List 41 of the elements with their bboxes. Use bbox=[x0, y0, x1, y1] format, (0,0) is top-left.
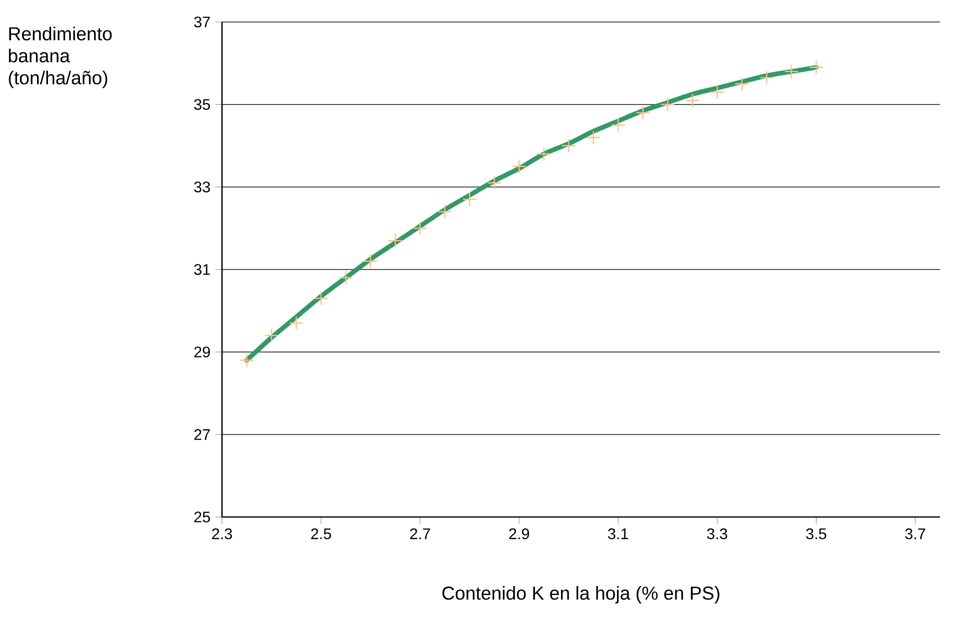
point bbox=[239, 352, 254, 368]
x-tick-label: 3.5 bbox=[806, 528, 826, 540]
point bbox=[487, 176, 502, 190]
y-tick-label: 37 bbox=[194, 16, 210, 28]
point bbox=[438, 204, 452, 220]
point bbox=[264, 328, 279, 343]
point bbox=[561, 138, 576, 154]
point bbox=[685, 93, 700, 108]
x-axis-title: Contenido K en la hoja (% en PS) bbox=[442, 586, 720, 604]
point bbox=[759, 70, 774, 85]
point bbox=[512, 159, 526, 174]
y-tick-label: 25 bbox=[194, 512, 210, 522]
point bbox=[462, 192, 477, 207]
point bbox=[734, 76, 750, 92]
x-tick-label: 3.1 bbox=[608, 528, 628, 540]
x-tick-label: 3.3 bbox=[707, 528, 728, 540]
point bbox=[610, 118, 626, 132]
point bbox=[388, 233, 403, 248]
x-tick-label: 2.9 bbox=[509, 528, 530, 540]
y-tick-label: 29 bbox=[194, 346, 210, 358]
point bbox=[710, 84, 724, 100]
point bbox=[784, 64, 799, 79]
point bbox=[314, 291, 328, 306]
y-tick-label: 35 bbox=[194, 99, 210, 110]
x-tick-label: 2.3 bbox=[212, 528, 232, 540]
point bbox=[660, 97, 675, 112]
point bbox=[536, 146, 552, 162]
point bbox=[338, 270, 354, 286]
y-axis-title: Rendimiento banana (ton/ha/año) bbox=[8, 26, 112, 88]
y-tick-label: 33 bbox=[194, 182, 210, 192]
x-tick-label: 2.7 bbox=[410, 528, 430, 540]
point bbox=[808, 60, 824, 75]
point bbox=[289, 316, 304, 330]
point bbox=[363, 254, 378, 269]
point bbox=[636, 105, 650, 120]
y-tick-label: 31 bbox=[194, 264, 210, 275]
point bbox=[412, 220, 428, 236]
x-tick-label: 3.7 bbox=[905, 528, 926, 540]
x-tick-label: 2.5 bbox=[311, 528, 332, 540]
y-tick-label: 27 bbox=[194, 429, 210, 440]
point bbox=[586, 130, 601, 145]
